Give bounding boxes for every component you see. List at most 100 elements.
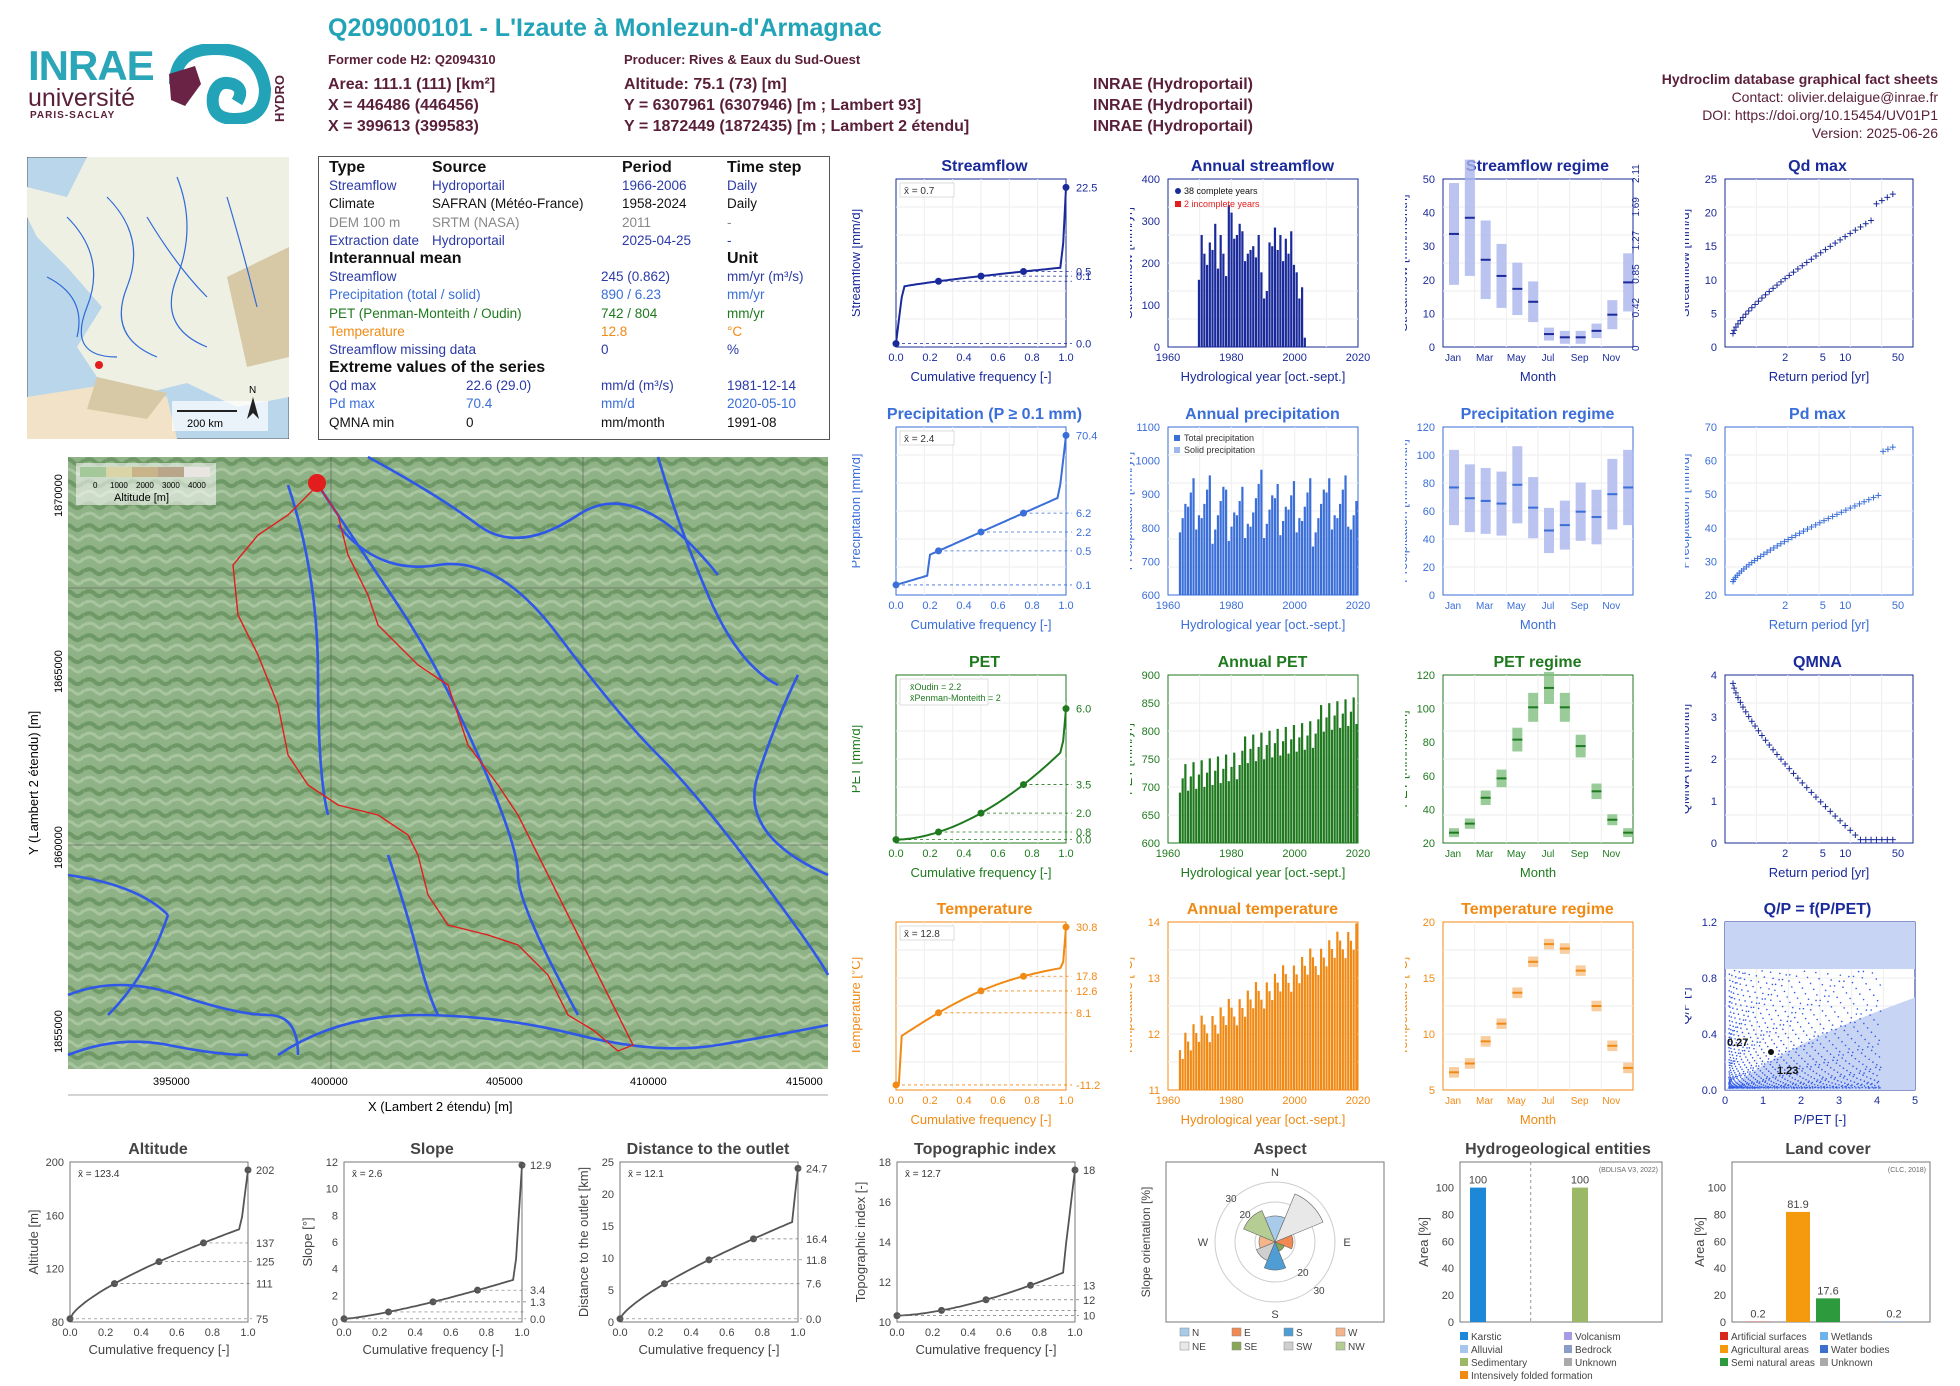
scatter-point <box>1845 992 1848 994</box>
data-point <box>1739 314 1746 321</box>
scatter-point <box>1812 1070 1815 1073</box>
scatter-point <box>1824 1058 1826 1061</box>
scatter-point <box>1819 1081 1821 1084</box>
x-tick: 0.4 <box>408 1327 423 1339</box>
data-point <box>1808 789 1815 796</box>
annual-bar <box>1339 940 1342 1090</box>
legend-label: Semi natural areas <box>1731 1358 1815 1369</box>
scatter-point <box>1836 1059 1839 1062</box>
scatter-point <box>1779 1085 1782 1088</box>
scatter-point <box>1789 1085 1792 1088</box>
data-point <box>1878 197 1885 204</box>
scatter-point <box>1773 1042 1776 1045</box>
scatter-point <box>1769 1086 1771 1089</box>
table-row: Qd max 22.6 (29.0) mm/d (m³/s) 1981-12-1… <box>329 377 819 395</box>
scatter-point <box>1756 1021 1759 1023</box>
scatter-point <box>1738 977 1740 979</box>
data-point <box>1832 813 1839 820</box>
bar-label: 100 <box>1469 1175 1487 1187</box>
annual-bar <box>1233 1016 1236 1090</box>
annual-bar <box>1271 757 1274 843</box>
x-tick: 1960 <box>1156 600 1180 612</box>
annual-bar <box>1333 715 1336 843</box>
scatter-point <box>1839 1075 1841 1077</box>
scatter-point <box>1758 1002 1761 1004</box>
scatter-point <box>1878 1068 1881 1071</box>
scatter-point <box>1736 1086 1739 1088</box>
x-tick: 0.6 <box>169 1327 184 1339</box>
scatter-point <box>1846 1078 1849 1081</box>
scatter-point <box>1832 1059 1834 1062</box>
scatter-point <box>1738 1074 1740 1077</box>
scatter-point <box>1873 1019 1875 1021</box>
scatter-point <box>1761 1063 1763 1065</box>
scatter-point <box>1870 1031 1873 1034</box>
scatter-point <box>1791 1083 1794 1085</box>
scatter-point <box>1751 1069 1754 1072</box>
data-point <box>1737 699 1744 706</box>
bar-label: 17.6 <box>1817 1285 1838 1297</box>
annual-bar <box>1325 492 1328 595</box>
annual-bar <box>1216 515 1220 595</box>
legend-label: 2 incomplete years <box>1184 199 1260 209</box>
scatter-point <box>1758 1075 1760 1078</box>
scatter-point <box>1733 1063 1736 1065</box>
contact[interactable]: Contact: olivier.delaigue@inrae.fr <box>1731 89 1938 105</box>
annual-bar <box>1203 786 1206 843</box>
x-tick: Jan <box>1445 1096 1461 1107</box>
data-point <box>1832 240 1839 247</box>
x-tick: Mar <box>1476 601 1494 612</box>
hydro-logo-icon <box>169 44 272 124</box>
legend-marker <box>1174 447 1180 453</box>
scatter-point <box>1785 1062 1788 1064</box>
mean-name: Streamflow <box>329 269 397 285</box>
x-lambert2: X = 399613 (399583) <box>328 118 479 135</box>
scatter-point <box>1772 1004 1775 1007</box>
annual-bar <box>1252 1008 1255 1090</box>
scatter-point <box>1739 1052 1742 1054</box>
scatter-point <box>1734 1084 1737 1086</box>
y-tick: 20 <box>1423 562 1435 574</box>
direction-label: S <box>1271 1309 1278 1321</box>
data-point <box>1842 233 1849 240</box>
x-tick: 0.4 <box>956 352 971 364</box>
x-axis-label: Month <box>1520 1112 1556 1127</box>
scatter-point <box>1775 1046 1778 1049</box>
annual-bar <box>1230 212 1233 347</box>
extreme-name: QMNA min <box>329 414 395 430</box>
scatter-point <box>1753 1029 1755 1031</box>
scatter-point <box>1799 1025 1802 1028</box>
x-tick: 0.4 <box>956 848 971 860</box>
annual-bar <box>1309 478 1312 595</box>
annual-bar <box>1222 253 1225 347</box>
data-point <box>1730 330 1736 337</box>
table-row: QMNA min 0 mm/month 1991-08 <box>329 414 819 432</box>
y-tick: 40 <box>1423 534 1435 546</box>
scatter-point <box>1869 1014 1871 1016</box>
scatter-point <box>1788 1050 1790 1053</box>
scatter-point <box>1796 997 1799 999</box>
scatter-point <box>1802 1030 1805 1032</box>
annual-bar <box>1211 249 1214 347</box>
scatter-point <box>1728 1076 1730 1079</box>
scatter-point <box>1743 1049 1746 1052</box>
scatter-point <box>1846 1084 1849 1086</box>
x-tick: 2000 <box>1282 352 1306 364</box>
scatter-point <box>1807 1063 1809 1065</box>
scatter-point <box>1821 1078 1823 1080</box>
scatter-point <box>1744 1074 1746 1077</box>
data-point <box>1842 507 1849 514</box>
scatter-point <box>1810 1076 1813 1078</box>
mean-value: 890 / 6.23 <box>601 287 662 303</box>
scatter-point <box>1809 1055 1811 1057</box>
y-tick: 750 <box>1142 754 1160 766</box>
scatter-point <box>1809 1009 1812 1011</box>
x-tick: Jul <box>1542 601 1555 612</box>
hydro-logo-text: HYDRO <box>272 75 287 122</box>
scatter-point <box>1780 984 1783 987</box>
scatter-point <box>1735 1041 1738 1044</box>
chart-q_over_p: Q/P = f(P/PET)P/PET [-]Q/P [-]0 1 2 3 4 50.00… <box>1685 901 1918 1127</box>
doi[interactable]: DOI: https://doi.org/10.15454/UV01P1 <box>1702 107 1938 123</box>
rose-ring <box>1234 1201 1316 1283</box>
